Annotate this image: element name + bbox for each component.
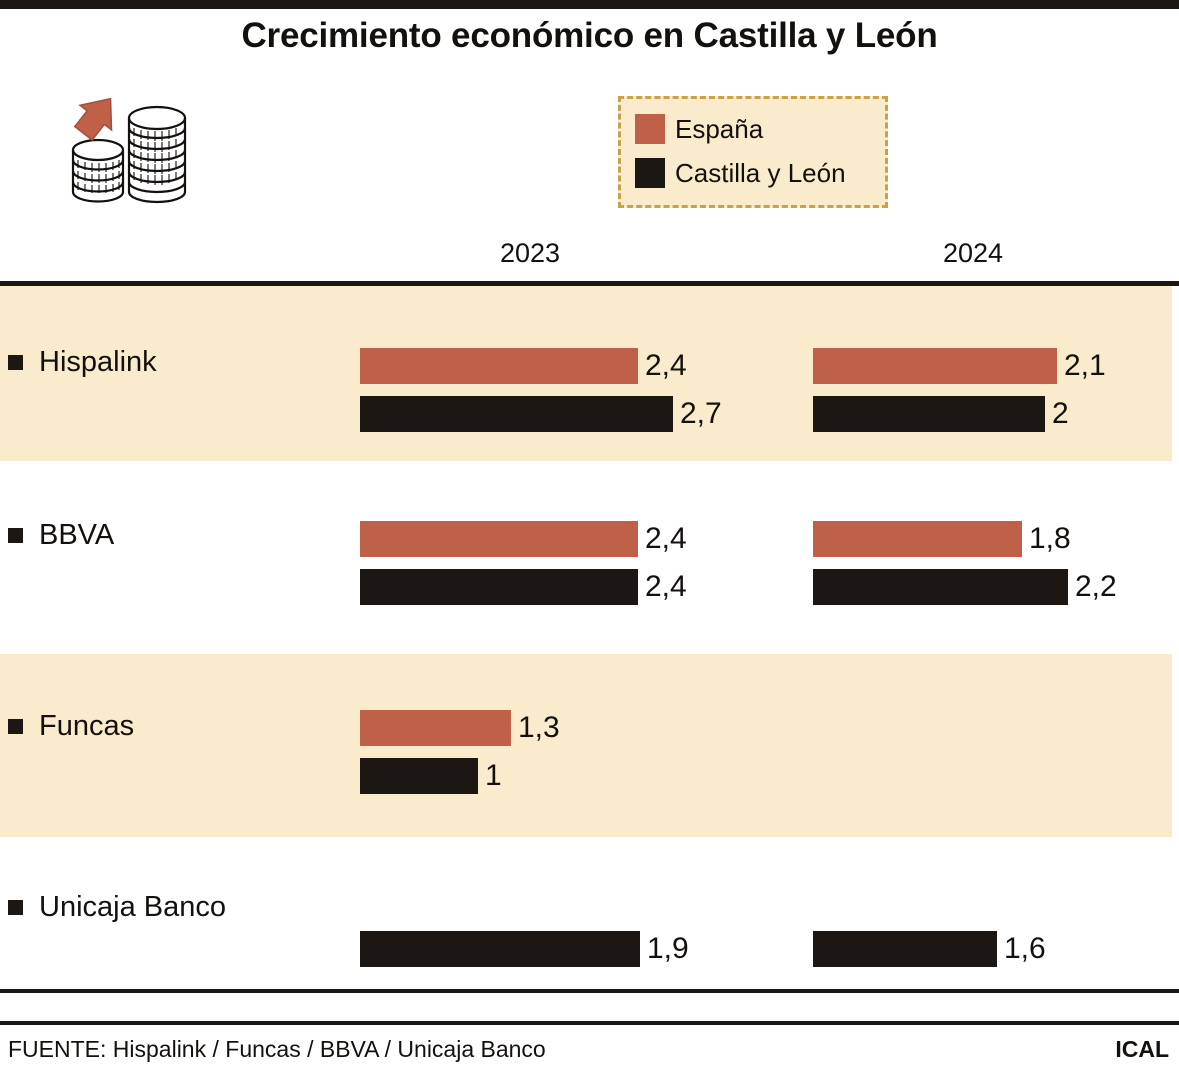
legend-label-espana: España bbox=[675, 113, 764, 144]
bullet-square-icon bbox=[8, 719, 23, 734]
group-label-unicaja-banco: Unicaja Banco bbox=[8, 891, 226, 924]
bar-bbva-2023-espana: 2,4 bbox=[360, 521, 687, 557]
group-row-hispalink: Hispalink 2,4 2,7 2,1 2 bbox=[0, 286, 1179, 461]
bar-fill bbox=[813, 569, 1068, 605]
bar-value-label: 2,4 bbox=[645, 349, 687, 382]
footer-brand-logo: ICAL bbox=[1115, 1036, 1169, 1062]
legend-swatch-espana bbox=[635, 114, 665, 144]
bar-value-label: 2,2 bbox=[1075, 570, 1117, 603]
bar-value-label: 2,4 bbox=[645, 522, 687, 555]
group-label-hispalink: Hispalink bbox=[8, 346, 157, 379]
bar-fill bbox=[813, 396, 1045, 432]
bar-fill bbox=[360, 569, 638, 605]
group-name-text: Hispalink bbox=[39, 346, 157, 378]
bar-value-label: 2 bbox=[1052, 397, 1069, 430]
bar-unicaja-2024-castilla-y-leon: 1,6 bbox=[813, 931, 1046, 967]
group-label-funcas: Funcas bbox=[8, 710, 134, 743]
group-row-bbva: BBVA 2,4 2,4 1,8 2,2 bbox=[0, 461, 1179, 654]
bar-fill bbox=[813, 931, 997, 967]
bar-value-label: 1,3 bbox=[518, 711, 560, 744]
bar-value-label: 2,7 bbox=[680, 397, 722, 430]
bar-fill bbox=[360, 396, 673, 432]
bullet-square-icon bbox=[8, 355, 23, 370]
bar-funcas-2023-castilla-y-leon: 1 bbox=[360, 758, 502, 794]
legend-item-espana: España bbox=[635, 107, 885, 151]
group-name-text: Unicaja Banco bbox=[39, 891, 226, 923]
bar-funcas-2023-espana: 1,3 bbox=[360, 710, 560, 746]
bar-fill bbox=[360, 710, 511, 746]
column-header-2023: 2023 bbox=[499, 238, 561, 268]
bar-bbva-2024-espana: 1,8 bbox=[813, 521, 1071, 557]
legend-swatch-castilla-y-leon bbox=[635, 158, 665, 188]
bar-value-label: 1,9 bbox=[647, 932, 689, 965]
header-divider bbox=[0, 281, 1179, 286]
bar-fill bbox=[360, 931, 640, 967]
legend-item-castilla-y-leon: Castilla y León bbox=[635, 151, 885, 195]
bar-hispalink-2023-castilla-y-leon: 2,7 bbox=[360, 396, 722, 432]
growth-arrow-icon bbox=[73, 97, 113, 142]
legend: España Castilla y León bbox=[618, 96, 888, 208]
group-label-bbva: BBVA bbox=[8, 519, 114, 552]
bar-fill bbox=[360, 348, 638, 384]
footer-divider-top bbox=[0, 989, 1179, 993]
bar-fill bbox=[360, 521, 638, 557]
group-name-text: BBVA bbox=[39, 519, 115, 551]
bar-unicaja-2023-castilla-y-leon: 1,9 bbox=[360, 931, 689, 967]
bar-fill bbox=[360, 758, 478, 794]
top-rule-divider bbox=[0, 0, 1179, 9]
bar-bbva-2024-castilla-y-leon: 2,2 bbox=[813, 569, 1117, 605]
legend-label-castilla-y-leon: Castilla y León bbox=[675, 157, 846, 188]
group-row-unicaja-banco: Unicaja Banco 1,9 1,6 bbox=[0, 837, 1179, 977]
bar-bbva-2023-castilla-y-leon: 2,4 bbox=[360, 569, 687, 605]
bullet-square-icon bbox=[8, 528, 23, 543]
group-row-funcas: Funcas 1,3 1 bbox=[0, 654, 1179, 837]
bar-value-label: 2,4 bbox=[645, 570, 687, 603]
bar-value-label: 1,6 bbox=[1004, 932, 1046, 965]
bar-value-label: 2,1 bbox=[1064, 349, 1106, 382]
coin-stacks-growth-icon bbox=[55, 82, 205, 217]
column-header-2024: 2024 bbox=[942, 238, 1004, 268]
footer-source-text: FUENTE: Hispalink / Funcas / BBVA / Unic… bbox=[8, 1036, 546, 1062]
bullet-square-icon bbox=[8, 900, 23, 915]
bar-fill bbox=[813, 348, 1057, 384]
bar-hispalink-2023-espana: 2,4 bbox=[360, 348, 687, 384]
row-band-funcas bbox=[0, 654, 1172, 837]
bar-hispalink-2024-espana: 2,1 bbox=[813, 348, 1106, 384]
bar-fill bbox=[813, 521, 1022, 557]
bar-value-label: 1,8 bbox=[1029, 522, 1071, 555]
bar-hispalink-2024-castilla-y-leon: 2 bbox=[813, 396, 1069, 432]
page-title: Crecimiento económico en Castilla y León bbox=[241, 16, 938, 55]
footer-divider-bottom bbox=[0, 1021, 1179, 1025]
group-name-text: Funcas bbox=[39, 710, 135, 742]
bar-value-label: 1 bbox=[485, 759, 502, 792]
